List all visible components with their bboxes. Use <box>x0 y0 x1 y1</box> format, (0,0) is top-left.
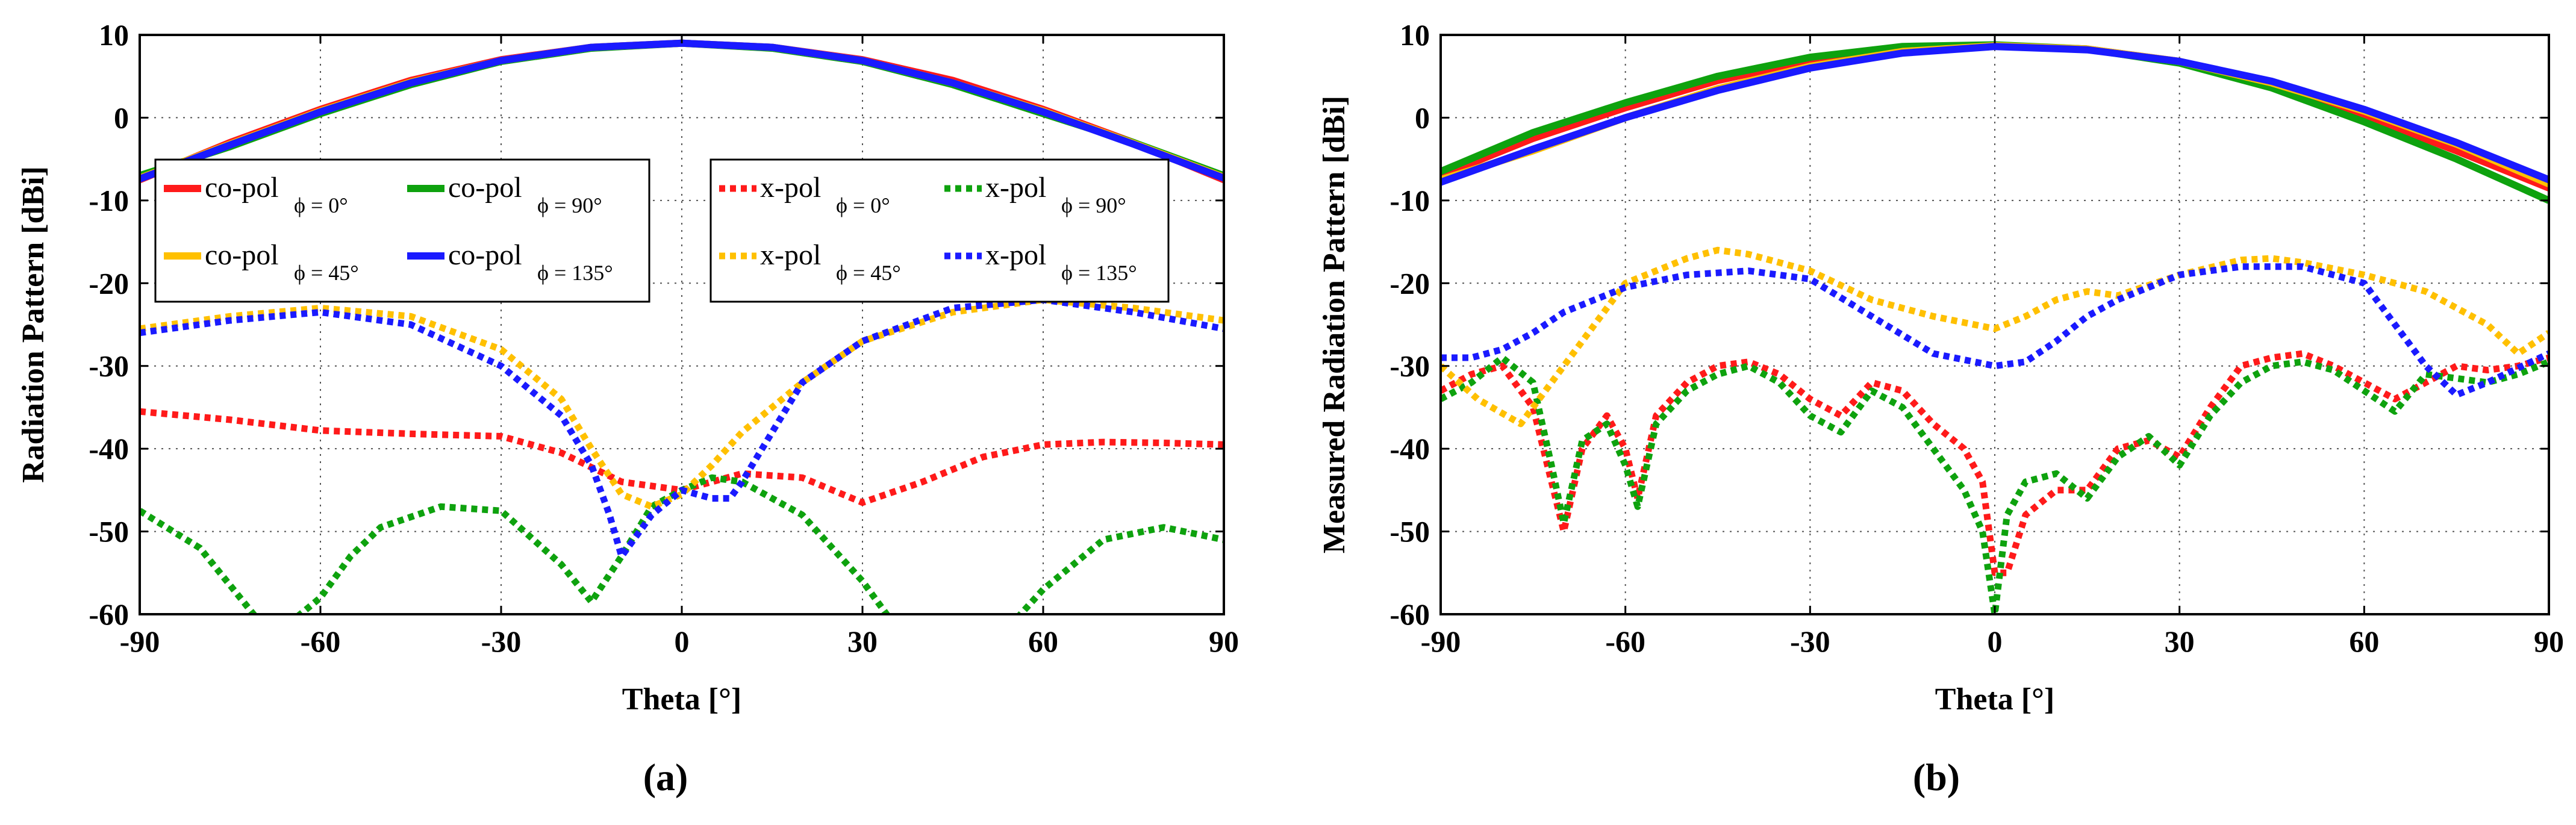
caption-b: (b) <box>1913 756 1960 799</box>
series-line-x-pol-phi45 <box>1441 246 2549 428</box>
y-tick-label: -50 <box>1389 515 1430 549</box>
legend-upper-left: co-pol ϕ = 0° co-pol ϕ = 90° co-pol ϕ = 45° co… <box>154 158 650 303</box>
y-tick-label: -40 <box>89 432 129 465</box>
legend-entry-subscript: ϕ = 90° <box>537 193 602 217</box>
legend-entry-label: x-pol <box>985 172 1046 204</box>
x-tick-label: -60 <box>1605 624 1645 658</box>
y-tick-label: -30 <box>1389 349 1430 383</box>
panel-a: -90 -60 -30 0 30 60 90100-10-20-30-40-50-60The… <box>16 18 1239 717</box>
legend-upper-right: x-pol ϕ = 0° x-pol ϕ = 90° x-pol ϕ = 45° x-pol… <box>709 158 1170 303</box>
x-tick-label: 30 <box>847 624 878 658</box>
legend-entry-subscript: ϕ = 45° <box>294 261 359 285</box>
legend-entry-label: x-pol <box>985 239 1046 271</box>
y-tick-label: -20 <box>89 266 129 300</box>
x-tick-label: -90 <box>120 624 160 658</box>
y-tick-label: -20 <box>1389 266 1430 300</box>
legend-entry-subscript: ϕ = 45° <box>836 261 901 285</box>
y-tick-label: -40 <box>1389 432 1430 465</box>
legend-entry-label: co-pol <box>448 172 522 204</box>
y-tick-label: 0 <box>1415 101 1430 134</box>
legend-box <box>709 158 1170 303</box>
caption-a: (a) <box>643 756 688 799</box>
series-group <box>1441 41 2549 614</box>
x-tick-label: 0 <box>1988 624 2003 658</box>
legend-entry-label: co-pol <box>205 172 279 204</box>
x-tick-label: 60 <box>2349 624 2379 658</box>
y-axis-label: Radiation Pattern [dBi] <box>16 166 51 483</box>
series-line-x-pol-phi135 <box>1441 263 2549 399</box>
y-axis-label: Measured Radiation Pattern [dBi] <box>1317 96 1352 553</box>
x-axis-label: Theta [°] <box>622 682 741 717</box>
y-tick-label: 10 <box>99 18 129 52</box>
x-tick-label: -60 <box>301 624 341 658</box>
x-tick-label: 60 <box>1028 624 1058 658</box>
y-tick-label: -10 <box>89 184 129 217</box>
x-tick-label: 90 <box>1209 624 1239 658</box>
y-tick-label: 10 <box>1400 18 1430 52</box>
y-tick-label: -10 <box>1389 184 1430 217</box>
x-tick-label: -30 <box>1790 624 1830 658</box>
legend-box <box>154 158 650 303</box>
series-line-x-pol-phi0 <box>1441 350 2549 576</box>
series-line-x-pol-phi135 <box>140 296 1224 560</box>
y-tick-label: 0 <box>114 101 129 134</box>
legend-entry-subscript: ϕ = 135° <box>537 261 613 285</box>
x-axis-label: Theta [°] <box>1935 682 2054 717</box>
panel-b: -90 -60 -30 0 30 60 90100-10-20-30-40-50-60The… <box>1317 18 2564 717</box>
y-tick-label: -50 <box>89 515 129 549</box>
series-line-x-pol-phi0 <box>140 408 1224 506</box>
x-tick-label: -90 <box>1421 624 1461 658</box>
legend-entry-subscript: ϕ = 135° <box>1061 261 1137 285</box>
y-tick-label: -30 <box>89 349 129 383</box>
x-tick-label: 0 <box>675 624 690 658</box>
legend-entry-subscript: ϕ = 90° <box>1061 193 1126 217</box>
x-tick-label: -30 <box>481 624 522 658</box>
legend-entry-subscript: ϕ = 0° <box>294 193 348 217</box>
x-tick-label: 90 <box>2534 624 2564 658</box>
y-tick-label: -60 <box>89 597 129 631</box>
legend-entry-label: x-pol <box>760 239 821 271</box>
series-line-co-pol-phi135 <box>1441 43 2549 186</box>
legend-entry-label: x-pol <box>760 172 821 204</box>
legend-entry-label: co-pol <box>205 239 279 271</box>
legend-entry-subscript: ϕ = 0° <box>836 193 890 217</box>
legend-entry-label: co-pol <box>448 239 522 271</box>
x-tick-label: 30 <box>2165 624 2195 658</box>
y-tick-label: -60 <box>1389 597 1430 631</box>
series-line-x-pol-phi90 <box>1441 354 2549 614</box>
